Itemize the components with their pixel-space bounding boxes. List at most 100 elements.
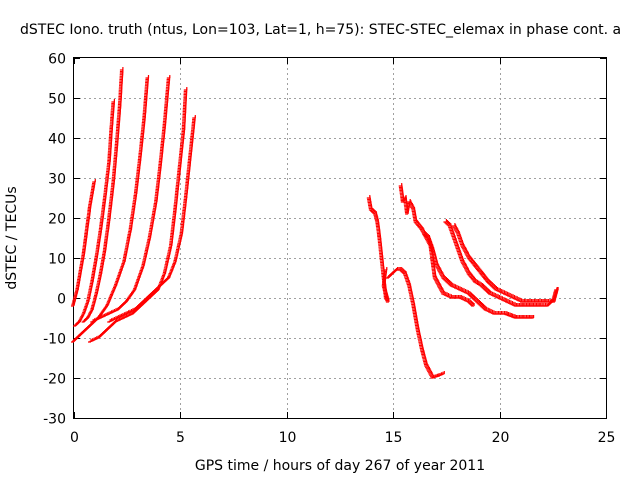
series-arc-1	[71, 179, 96, 307]
data-point	[471, 303, 475, 307]
data-point	[419, 225, 423, 230]
data-point	[468, 257, 473, 261]
data-point	[472, 277, 476, 282]
data-point	[414, 220, 419, 224]
data-point	[445, 293, 450, 297]
series-arc-6	[88, 87, 188, 343]
x-tick-label: 20	[492, 430, 510, 446]
y-tick-label: 50	[48, 92, 66, 108]
data-point	[425, 364, 429, 368]
series-arc-8	[366, 195, 390, 303]
data-point	[474, 298, 478, 302]
data-point	[461, 261, 466, 266]
data-point	[383, 267, 388, 271]
data-point	[468, 273, 473, 277]
y-tick-label: 30	[48, 172, 66, 188]
data-point	[455, 229, 460, 234]
data-point	[424, 363, 428, 367]
y-axis-label: dSTEC / TECUs	[4, 186, 20, 289]
data-point	[475, 280, 480, 285]
data-point	[476, 267, 481, 272]
data-point	[438, 285, 442, 290]
data-point	[401, 270, 406, 274]
data-point	[477, 301, 481, 305]
data-point	[433, 276, 438, 280]
data-point	[484, 276, 488, 281]
data-point	[472, 296, 476, 300]
data-point	[475, 265, 479, 269]
data-point	[481, 273, 485, 277]
data-point	[470, 302, 474, 306]
data-point	[480, 304, 485, 308]
data-point	[425, 234, 429, 238]
data-point	[420, 228, 425, 232]
data-point	[408, 201, 413, 206]
x-tick-label: 5	[176, 430, 185, 446]
data-point	[465, 298, 469, 302]
data-point	[446, 280, 451, 284]
data-point	[485, 277, 489, 282]
data-point	[464, 249, 468, 254]
y-tick-label: 10	[48, 252, 66, 268]
data-point	[441, 275, 445, 279]
data-point	[470, 294, 474, 298]
data-point	[467, 256, 472, 260]
data-point	[446, 222, 451, 226]
data-point	[503, 291, 507, 295]
data-point	[436, 265, 440, 270]
data-point	[424, 233, 428, 237]
data-point	[426, 367, 430, 371]
data-point	[470, 259, 475, 264]
series-arc-3	[81, 67, 124, 323]
data-point	[505, 292, 510, 296]
x-tick-label: 0	[70, 430, 79, 446]
data-point	[447, 281, 452, 285]
data-point	[398, 183, 403, 187]
data-point	[490, 310, 495, 314]
data-point	[488, 309, 492, 313]
data-point	[555, 287, 559, 291]
data-point	[490, 292, 495, 296]
data-point	[442, 276, 446, 280]
data-point	[493, 286, 497, 290]
data-point	[496, 295, 501, 299]
data-point	[429, 373, 434, 378]
data-point	[454, 228, 459, 232]
data-point	[471, 260, 475, 265]
data-point	[469, 258, 474, 262]
data-point	[466, 253, 470, 258]
data-point	[434, 279, 439, 283]
data-point	[518, 298, 523, 302]
data-point	[480, 284, 485, 288]
series-arc-5	[90, 75, 171, 323]
data-point	[437, 267, 441, 271]
data-point	[439, 288, 444, 292]
data-point	[473, 297, 477, 301]
data-point	[514, 296, 518, 300]
data-point	[480, 272, 485, 276]
chart-title: dSTEC Iono. truth (ntus, Lon=103, Lat=1,…	[20, 22, 621, 38]
data-point	[461, 244, 465, 248]
data-point	[530, 315, 535, 319]
data-point	[478, 269, 483, 274]
data-point	[466, 255, 471, 259]
y-tick-label: 60	[48, 52, 66, 68]
data-point	[471, 276, 475, 281]
data-point	[453, 225, 457, 230]
data-point	[452, 284, 457, 288]
data-point	[460, 243, 464, 247]
data-point	[465, 252, 469, 256]
data-point	[413, 219, 418, 223]
data-point	[422, 231, 426, 235]
data-point	[410, 204, 414, 208]
data-point	[454, 227, 458, 231]
data-point	[441, 291, 445, 295]
data-point	[449, 283, 454, 287]
data-point	[486, 289, 490, 293]
data-point	[443, 277, 447, 281]
data-point	[435, 264, 440, 268]
data-point	[437, 283, 441, 287]
data-point	[474, 279, 479, 284]
data-point	[462, 263, 467, 267]
